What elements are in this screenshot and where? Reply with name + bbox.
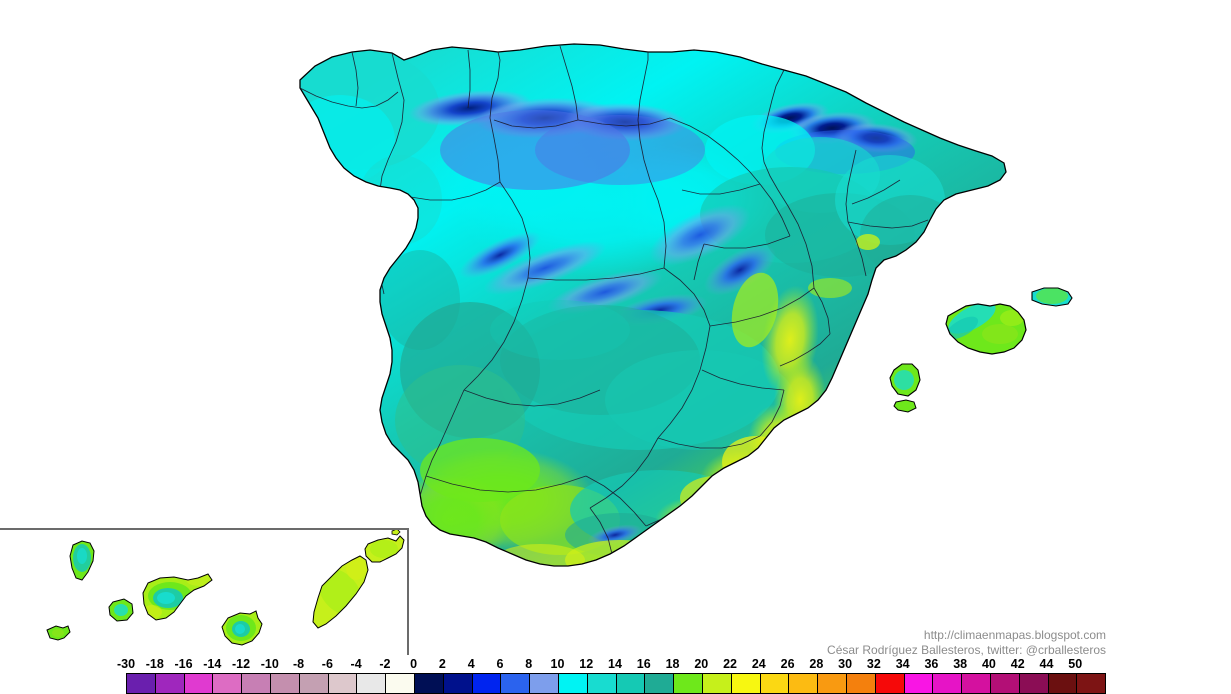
colorbar-tick: -14 [203,657,222,671]
colorbar-tick: 18 [665,657,680,671]
colorbar-swatch [443,674,473,693]
colorbar-tick: 44 [1039,657,1054,671]
colorbar-tick: 36 [924,657,939,671]
colorbar-tick: -16 [174,657,193,671]
colorbar-tick: 2 [438,657,446,671]
colorbar-tick: -30 [116,657,136,671]
colorbar-tick: 20 [694,657,709,671]
colorbar-swatch [472,674,502,693]
colorbar-swatch [789,674,819,693]
colorbar-tick: 34 [895,657,910,671]
colorbar-swatch [933,674,963,693]
colorbar-tick: 4 [467,657,475,671]
colorbar-tick: 8 [525,657,533,671]
colorbar-swatch [242,674,271,693]
colorbar-tick: 22 [723,657,737,671]
colorbar-swatch [127,674,156,693]
colorbar-tick: 26 [780,657,795,671]
la-gomera-outline [108,598,134,622]
colorbar-tick: 10 [550,657,565,671]
colorbar-swatch [731,674,761,693]
colorbar-tick-labels: -30 -18 -16 -14 -12 -10 -8 -6 -4 -2 0 2 4 6 8 10 12 14 16 1… [117,657,1104,672]
colorbar-swatch [299,674,329,693]
colorbar-tick: 40 [981,657,996,671]
gran-canaria-outline [221,610,263,646]
colorbar-swatch [904,674,934,693]
peninsula-coastline [299,43,1007,567]
colorbar-swatch [990,674,1020,693]
formentera-outline [893,399,917,413]
colorbar-tick: 12 [579,657,594,671]
colorbar-swatch [1048,674,1078,693]
colorbar-tick: -2 [379,657,391,671]
fuerteventura-outline [312,555,369,629]
colorbar-swatch [414,674,444,693]
colorbar-swatch [702,674,732,693]
colorbar-tick: 50 [1068,657,1083,671]
tenerife-outline [142,573,213,621]
la-palma-outline [69,540,95,581]
colorbar-swatch [530,674,559,693]
colorbar-swatch [184,674,214,693]
colorbar-tick: 16 [636,657,651,671]
colorbar-swatch [328,674,358,693]
colorbar-swatch [386,674,415,693]
colorbar-tick: 42 [1010,657,1025,671]
colorbar-swatch [270,674,300,693]
el-hierro-outline [46,625,71,641]
colorbar-tick: 24 [751,657,766,671]
ibiza-outline [889,363,921,397]
colorbar-swatch [1019,674,1049,693]
colorbar-tick: 14 [608,657,622,671]
colorbar-tick: 38 [953,657,968,671]
colorbar-swatch [558,674,588,693]
colorbar-swatches [126,673,1106,694]
colorbar-swatch [1077,674,1106,693]
temperature-map [46,43,1073,646]
colorbar-tick: 30 [838,657,853,671]
colorbar-swatch [875,674,905,693]
map-svg [46,43,1073,646]
menorca-outline [1031,287,1073,307]
colorbar-tick: -6 [321,657,333,671]
colorbar-swatch [760,674,790,693]
colorbar-swatch [645,674,675,693]
colorbar-tick: -4 [350,657,362,671]
colorbar-swatch [616,674,646,693]
colorbar-swatch [846,674,876,693]
administrative-boundaries [300,45,973,555]
colorbar-tick: -18 [145,657,164,671]
mallorca-outline [945,303,1027,355]
colorbar-swatch [818,674,847,693]
balearic-islands [889,287,1073,413]
colorbar-swatch [357,674,387,693]
colorbar-tick: 28 [809,657,824,671]
colorbar-tick: -12 [232,657,251,671]
colorbar-tick: 32 [866,657,881,671]
colorbar-tick: 6 [496,657,504,671]
colorbar-swatch [587,674,617,693]
colorbar-swatch [501,674,531,693]
temperature-colorbar: -30 -18 -16 -14 -12 -10 -8 -6 -4 -2 0 2 4 6 8 10 12 14 16 1… [117,657,1106,694]
colorbar-swatch [962,674,991,693]
colorbar-swatch [213,674,243,693]
colorbar-swatch [674,674,703,693]
colorbar-swatch [155,674,185,693]
lanzarote-outline [364,535,405,563]
colorbar-tick: -10 [260,657,279,671]
colorbar-tick: 0 [410,657,418,671]
colorbar-tick: -8 [293,657,305,671]
